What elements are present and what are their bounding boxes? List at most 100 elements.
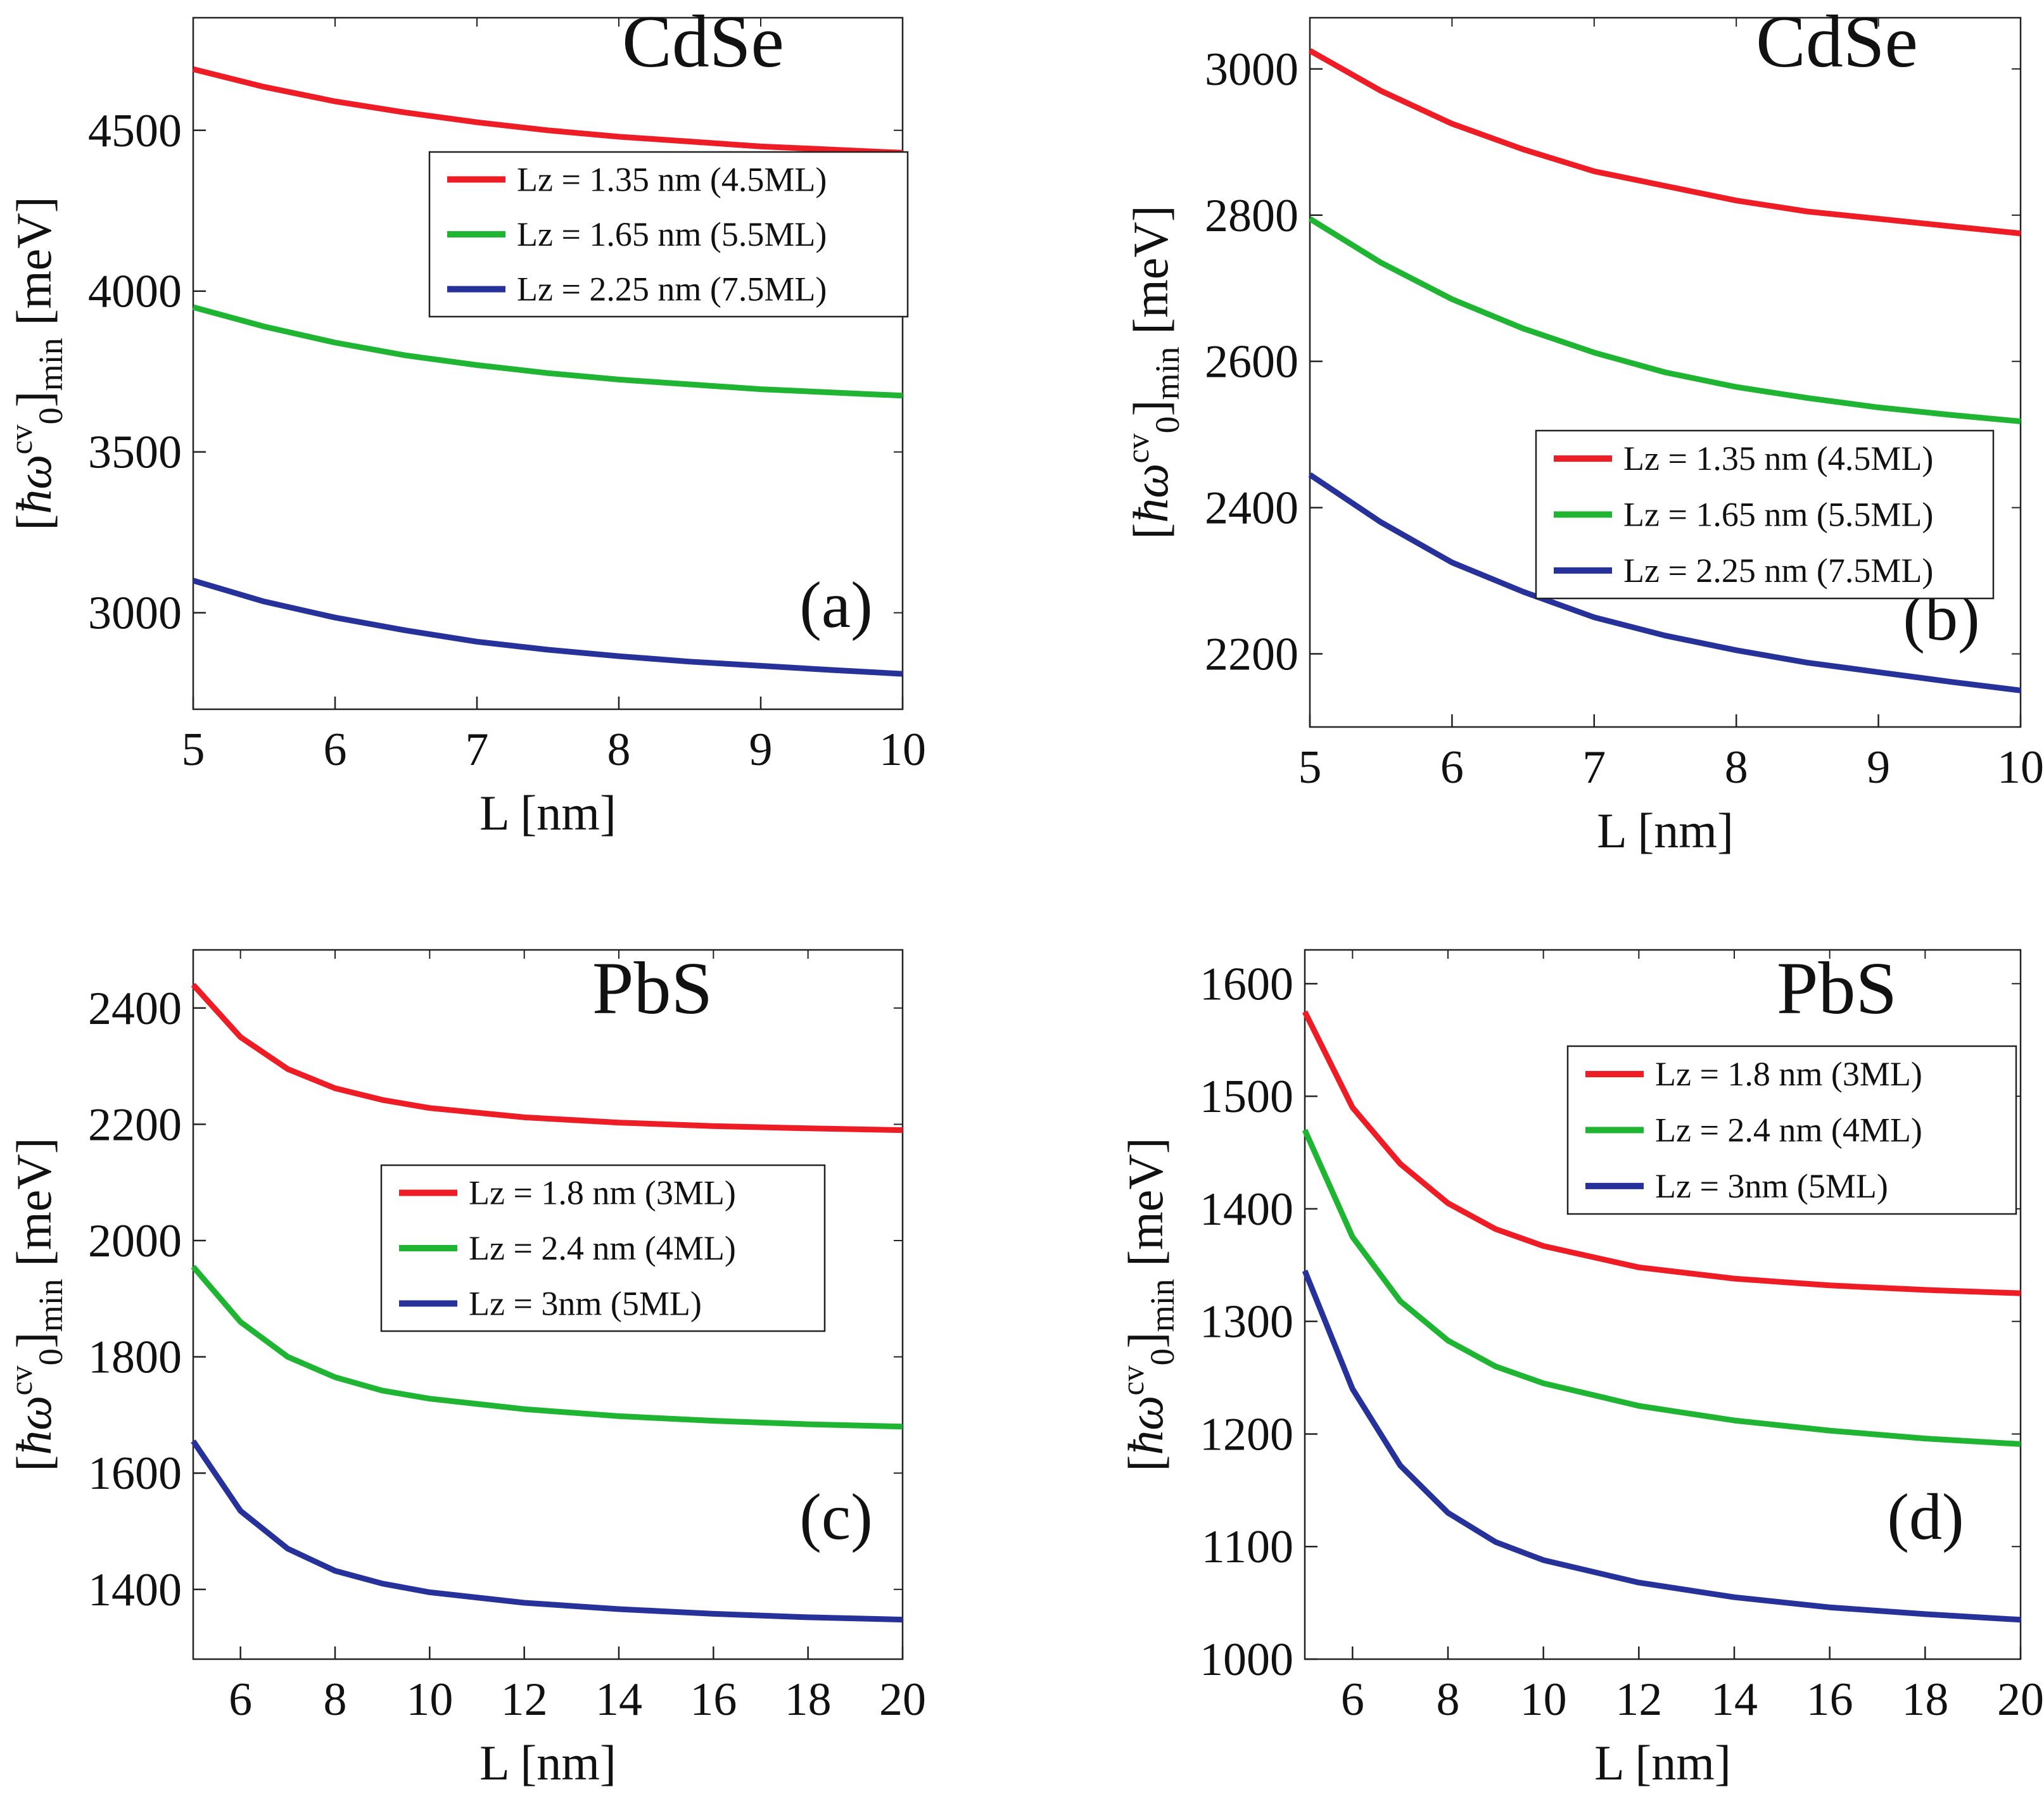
y-axis-title-suffix: ] xyxy=(1123,400,1178,416)
series-line-blue xyxy=(191,1439,903,1623)
series-line-blue xyxy=(192,578,903,677)
y-axis-title: [ħωcv0]min [meV] xyxy=(3,196,70,530)
x-axis-title: L [nm] xyxy=(1594,1735,1731,1790)
y-axis-title-sub0: 0 xyxy=(1143,1348,1181,1365)
y-tick-label: 1200 xyxy=(1200,1408,1293,1460)
x-tick-label: 5 xyxy=(1298,742,1322,793)
x-tick-label: 18 xyxy=(1901,1674,1948,1726)
x-tick-label: 9 xyxy=(749,724,773,776)
y-axis-title-sup: cv xyxy=(3,424,39,454)
y-axis-title-sup: cv xyxy=(1120,433,1155,463)
legend-label: Lz = 1.8 nm (3ML) xyxy=(1655,1055,1922,1093)
y-axis-title-suffix: ] xyxy=(6,1332,61,1348)
x-tick-label: 10 xyxy=(1520,1674,1567,1726)
y-axis-title-sup: cv xyxy=(3,1365,39,1395)
y-axis-title-prefix: [ xyxy=(6,1455,61,1472)
y-tick-label: 1500 xyxy=(1200,1071,1293,1123)
x-tick-label: 7 xyxy=(466,724,489,776)
legend: Lz = 1.35 nm (4.5ML) Lz = 1.65 nm (5.5ML)… xyxy=(428,151,909,318)
series-line-red xyxy=(1308,48,2021,237)
x-tick-label: 8 xyxy=(607,724,631,776)
y-tick-label: 1000 xyxy=(1200,1634,1293,1686)
y-axis-title-prefix: [ xyxy=(6,514,61,531)
series-line-green xyxy=(1302,1128,2021,1447)
legend-label: Lz = 2.25 nm (7.5ML) xyxy=(1623,552,1933,590)
y-axis-title: [ħωcv0]min [meV] xyxy=(3,1137,70,1471)
y-axis-title-symbol: ħω xyxy=(1123,464,1178,523)
y-tick-label: 2600 xyxy=(1205,336,1298,388)
panel-title: PbS xyxy=(1777,947,1897,1030)
y-axis-title-sup: cv xyxy=(1115,1365,1150,1395)
x-tick-label: 8 xyxy=(324,1674,347,1726)
y-axis-title-symbol: ħω xyxy=(6,1396,61,1455)
panel-title: CdSe xyxy=(622,0,784,83)
x-tick-label: 6 xyxy=(229,1674,252,1726)
panel-tag: (c) xyxy=(799,1481,872,1553)
y-axis-title-symbol: ħω xyxy=(6,455,61,514)
legend-label: Lz = 3nm (5ML) xyxy=(1655,1167,1888,1205)
y-axis-title: [ħωcv0]min [meV] xyxy=(1115,1137,1181,1471)
y-axis-title-sub: min xyxy=(32,338,70,391)
y-tick-label: 2400 xyxy=(1205,483,1298,534)
panel-tag: (d) xyxy=(1887,1481,1964,1553)
plot-frame xyxy=(1304,949,2022,1660)
legend-label: Lz = 1.35 nm (4.5ML) xyxy=(1623,439,1933,477)
x-tick-label: 12 xyxy=(501,1674,548,1726)
y-tick-label: 2000 xyxy=(88,1215,182,1267)
legend: Lz = 1.8 nm (3ML) Lz = 2.4 nm (4ML) Lz = 3… xyxy=(1566,1045,2017,1215)
y-axis-title-sub: min xyxy=(1148,346,1186,400)
chart-panel-4: 6 8 10 12 14 16 18 20 1000 1100 1200 1300 1400 1500 16… xyxy=(1115,947,2044,1790)
y-tick-label: 1800 xyxy=(88,1332,182,1384)
y-axis-title-suffix: ] xyxy=(1118,1332,1173,1348)
legend: Lz = 1.8 nm (3ML) Lz = 2.4 nm (4ML) Lz = 3… xyxy=(380,1164,826,1332)
x-tick-label: 20 xyxy=(879,1674,926,1726)
y-tick-label: 2200 xyxy=(1205,629,1298,681)
legend-box xyxy=(1535,429,1995,600)
y-axis-title: [ħωcv0]min [meV] xyxy=(1120,205,1186,539)
x-axis-title: L [nm] xyxy=(479,1735,616,1790)
y-axis-title-symbol: ħω xyxy=(1118,1396,1173,1455)
legend-label: Lz = 2.4 nm (4ML) xyxy=(469,1229,736,1267)
x-axis-title: L [nm] xyxy=(479,785,616,840)
series-line-red xyxy=(1302,1010,2021,1296)
y-axis-title-unit: [meV] xyxy=(6,1137,61,1279)
y-tick-label: 3500 xyxy=(88,427,182,479)
legend-label: Lz = 2.4 nm (4ML) xyxy=(1655,1111,1922,1149)
x-axis-title: L [nm] xyxy=(1597,803,1734,858)
x-tick-label: 18 xyxy=(785,1674,832,1726)
legend-label: Lz = 1.65 nm (5.5ML) xyxy=(1623,496,1933,534)
series-line-green xyxy=(192,304,903,399)
x-tick-label: 14 xyxy=(1711,1674,1758,1726)
y-tick-label: 1600 xyxy=(1200,958,1293,1010)
y-tick-label: 1600 xyxy=(88,1448,182,1500)
series-line-blue xyxy=(1302,1270,2021,1623)
y-axis-title-unit: [meV] xyxy=(6,196,61,338)
x-tick-label: 10 xyxy=(406,1674,453,1726)
panel-tag: (a) xyxy=(799,569,872,641)
y-axis-title-unit: [meV] xyxy=(1118,1137,1173,1279)
plot-frame xyxy=(1309,16,2022,728)
series-line-red xyxy=(191,983,903,1134)
y-tick-label: 2800 xyxy=(1205,190,1298,242)
chart-panel-1: 5 6 7 8 9 10 3000 3500 4000 4500 CdSe (a) Lz = 1.35 … xyxy=(3,0,926,840)
y-tick-label: 1400 xyxy=(1200,1184,1293,1235)
series-line-green xyxy=(1308,216,2021,424)
chart-panel-3: 6 8 10 12 14 16 18 20 1400 1600 1800 2000 2200 2400 Pb… xyxy=(3,947,926,1790)
x-tick-label: 10 xyxy=(879,724,926,776)
legend-label: Lz = 1.35 nm (4.5ML) xyxy=(517,160,827,198)
panel-title: PbS xyxy=(592,947,713,1030)
x-tick-label: 5 xyxy=(182,724,205,776)
x-tick-label: 8 xyxy=(1437,1674,1460,1726)
legend-label: Lz = 2.25 nm (7.5ML) xyxy=(517,270,827,308)
y-tick-label: 1100 xyxy=(1202,1521,1293,1573)
y-tick-label: 4000 xyxy=(88,266,182,318)
y-axis-title-sub: min xyxy=(1143,1279,1181,1332)
legend-label: Lz = 1.65 nm (5.5ML) xyxy=(517,215,827,253)
x-tick-label: 6 xyxy=(1440,742,1464,793)
legend: Lz = 1.35 nm (4.5ML) Lz = 1.65 nm (5.5ML)… xyxy=(1535,429,1995,600)
y-axis-title-unit: [meV] xyxy=(1123,205,1178,346)
x-tick-label: 12 xyxy=(1615,1674,1662,1726)
x-tick-label: 8 xyxy=(1725,742,1748,793)
y-tick-label: 3000 xyxy=(1205,44,1298,96)
